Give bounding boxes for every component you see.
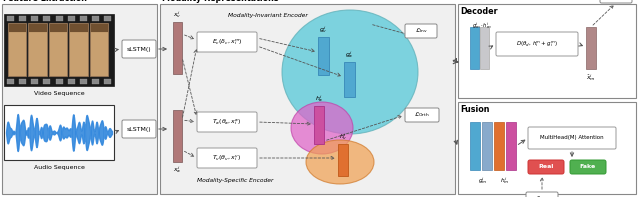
Bar [8,23,28,77]
Bar [19,16,26,21]
Bar [494,122,504,170]
Text: Decoder: Decoder [460,7,498,16]
Text: $T_a(\theta_a, x_i^a)$: $T_a(\theta_a, x_i^a)$ [212,117,242,127]
Text: $\mathcal{L}_{\mathrm{CLS}}$: $\mathcal{L}_{\mathrm{CLS}}$ [535,194,549,197]
Ellipse shape [282,10,418,134]
Bar [49,23,68,77]
Bar [68,16,75,21]
Text: $D(\theta_d,\, h_i^m + g_i^m)$: $D(\theta_d,\, h_i^m + g_i^m)$ [516,39,558,49]
Text: $\mathcal{L}_{\mathrm{Sim}}$: $\mathcal{L}_{\mathrm{Sim}}$ [609,0,623,1]
Text: $h_a^i$: $h_a^i$ [315,93,323,104]
FancyBboxPatch shape [197,32,257,52]
FancyBboxPatch shape [528,160,564,174]
Bar [4,105,114,160]
Bar [29,24,47,76]
Bar [9,24,26,76]
Bar [80,79,87,84]
Bar [318,37,329,75]
FancyBboxPatch shape [405,24,437,38]
Text: $E_c(\delta_c, x_i^m)$: $E_c(\delta_c, x_i^m)$ [212,37,243,47]
Bar [69,23,88,77]
Text: sLSTM(): sLSTM() [127,126,151,132]
Bar [44,79,51,84]
Text: $T_v(\theta_v, x_i^v)$: $T_v(\theta_v, x_i^v)$ [212,153,242,163]
Bar [9,24,26,32]
Text: Modality Representations: Modality Representations [162,0,278,3]
Bar [458,102,636,194]
FancyBboxPatch shape [405,108,439,122]
Bar [56,16,63,21]
Text: MultiHead(M) Attention: MultiHead(M) Attention [540,136,604,140]
Text: $g_m^i$: $g_m^i$ [478,175,488,186]
Text: $\hat{x}_m^i$: $\hat{x}_m^i$ [586,72,596,83]
Bar [7,16,14,21]
Bar [104,79,111,84]
Bar [470,122,480,170]
Bar [28,23,48,77]
Bar [56,79,63,84]
Bar [458,4,636,98]
Bar [90,23,109,77]
Bar [160,4,455,194]
Text: $h_m^i$: $h_m^i$ [500,175,509,186]
Bar [44,16,51,21]
Bar [31,79,38,84]
Bar [482,122,492,170]
Bar [173,110,182,162]
Ellipse shape [306,140,374,184]
Text: Feature Extraction: Feature Extraction [3,0,87,3]
Bar [344,62,355,97]
Bar [480,27,489,69]
Text: $h_v^i$: $h_v^i$ [339,131,348,142]
Bar [506,122,516,170]
Bar [70,24,88,76]
Text: $x_a^i$: $x_a^i$ [173,164,182,175]
Bar [29,24,47,32]
FancyBboxPatch shape [122,120,156,138]
Bar [80,16,87,21]
Text: $\mathcal{L}_{\mathrm{Inv}}$: $\mathcal{L}_{\mathrm{Inv}}$ [415,27,428,35]
Text: $g_v^i$: $g_v^i$ [319,24,327,35]
Bar [68,79,75,84]
Bar [91,24,108,76]
Bar [586,27,596,69]
Text: Modality-Specific Encoder: Modality-Specific Encoder [197,178,273,183]
Text: $\mathcal{L}_{\mathrm{Orth}}$: $\mathcal{L}_{\mathrm{Orth}}$ [414,111,430,119]
Bar [104,16,111,21]
Bar [7,79,14,84]
Text: Fusion: Fusion [460,105,490,114]
Ellipse shape [291,102,353,154]
Bar [91,24,108,32]
Text: Modality-Invariant Encoder: Modality-Invariant Encoder [228,13,308,18]
Bar [314,106,324,144]
Bar [338,144,348,176]
Text: Video Sequence: Video Sequence [34,91,84,96]
Text: $g_m^i \cdot h_m^i$: $g_m^i \cdot h_m^i$ [472,20,492,31]
Bar [2,4,157,194]
Text: Real: Real [538,164,554,169]
FancyBboxPatch shape [600,0,632,3]
FancyBboxPatch shape [122,40,156,58]
FancyBboxPatch shape [528,127,616,149]
Bar [470,27,479,69]
Bar [19,79,26,84]
Bar [173,22,182,74]
Bar [31,16,38,21]
Text: Fake: Fake [580,164,596,169]
Bar [92,79,99,84]
Bar [50,24,67,32]
Bar [4,14,114,86]
Text: $g_a^i$: $g_a^i$ [345,49,353,60]
FancyBboxPatch shape [197,148,257,168]
FancyBboxPatch shape [496,32,578,56]
FancyBboxPatch shape [197,112,257,132]
FancyBboxPatch shape [526,192,558,197]
Text: $x_v^i$: $x_v^i$ [173,9,182,20]
Bar [92,16,99,21]
Bar [70,24,88,32]
Bar [50,24,67,76]
Text: Audio Sequence: Audio Sequence [33,165,84,170]
Text: sLSTM(): sLSTM() [127,46,151,51]
FancyBboxPatch shape [570,160,606,174]
